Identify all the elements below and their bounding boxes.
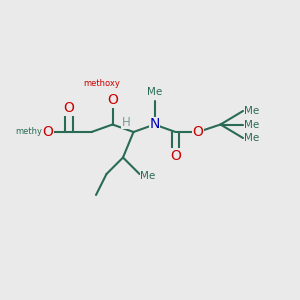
- Text: N: N: [149, 118, 160, 131]
- Text: Me: Me: [244, 106, 260, 116]
- Text: methyl: methyl: [15, 128, 45, 136]
- Text: Me: Me: [244, 119, 260, 130]
- Text: O: O: [170, 149, 181, 163]
- Text: Me: Me: [140, 171, 155, 182]
- Text: O: O: [43, 125, 53, 139]
- Text: Me: Me: [147, 87, 162, 97]
- Text: O: O: [193, 125, 203, 139]
- Text: O: O: [107, 94, 118, 107]
- Text: O: O: [64, 101, 74, 115]
- Text: H: H: [122, 116, 130, 129]
- Text: methoxy: methoxy: [84, 80, 120, 88]
- Text: Me: Me: [244, 133, 260, 143]
